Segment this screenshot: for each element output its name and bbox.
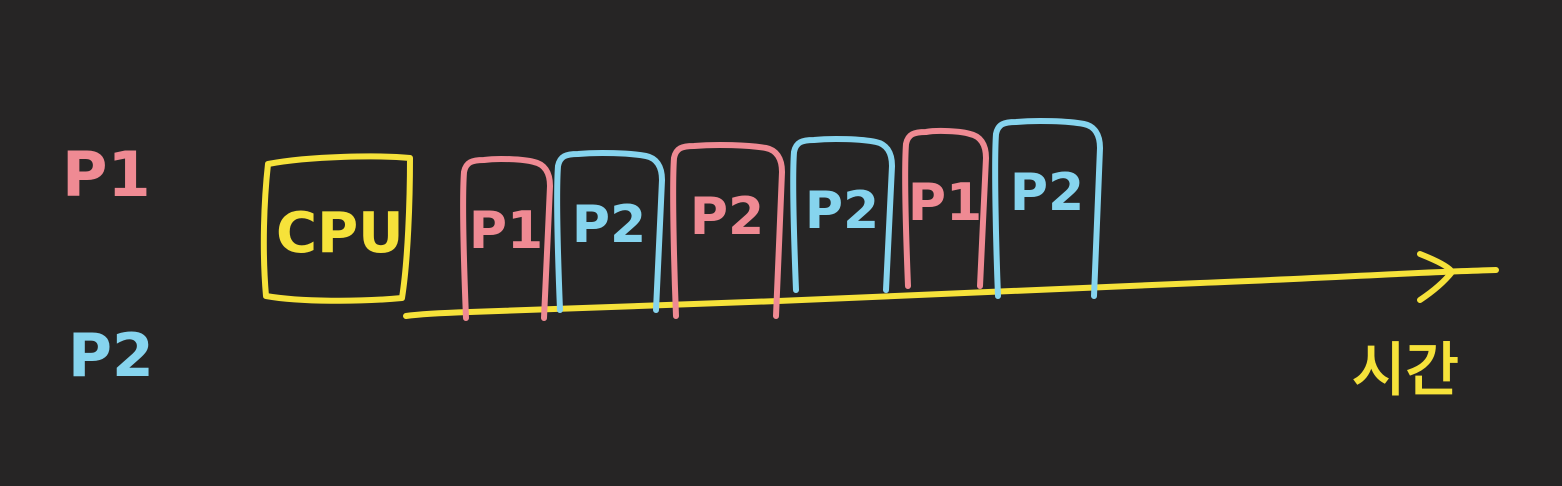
block-2-outline bbox=[554, 149, 665, 313]
cpu-box bbox=[260, 153, 413, 304]
block-3-label: P2 bbox=[690, 187, 764, 247]
block-4-label: P2 bbox=[805, 181, 879, 241]
block-5-outline bbox=[902, 127, 989, 289]
block-6-label: P2 bbox=[1010, 163, 1084, 223]
block-3-outline bbox=[670, 141, 785, 319]
time-axis-line bbox=[403, 267, 1499, 319]
cpu-label: CPU bbox=[276, 201, 404, 266]
legend-p1-label: P1 bbox=[62, 138, 151, 211]
time-axis-arrowhead bbox=[1417, 251, 1455, 303]
process-blocks: P1 P2 P2 P2 P1 P2 bbox=[460, 117, 1103, 321]
block-4-outline bbox=[790, 135, 895, 293]
block-6-outline bbox=[992, 117, 1103, 299]
block-1-outline bbox=[460, 155, 553, 321]
block-5-label: P1 bbox=[908, 173, 982, 233]
block-2-label: P2 bbox=[572, 195, 646, 255]
time-axis-label: 시간 bbox=[1352, 336, 1459, 404]
block-1-label: P1 bbox=[469, 201, 543, 261]
legend-p2-label: P2 bbox=[68, 321, 154, 391]
